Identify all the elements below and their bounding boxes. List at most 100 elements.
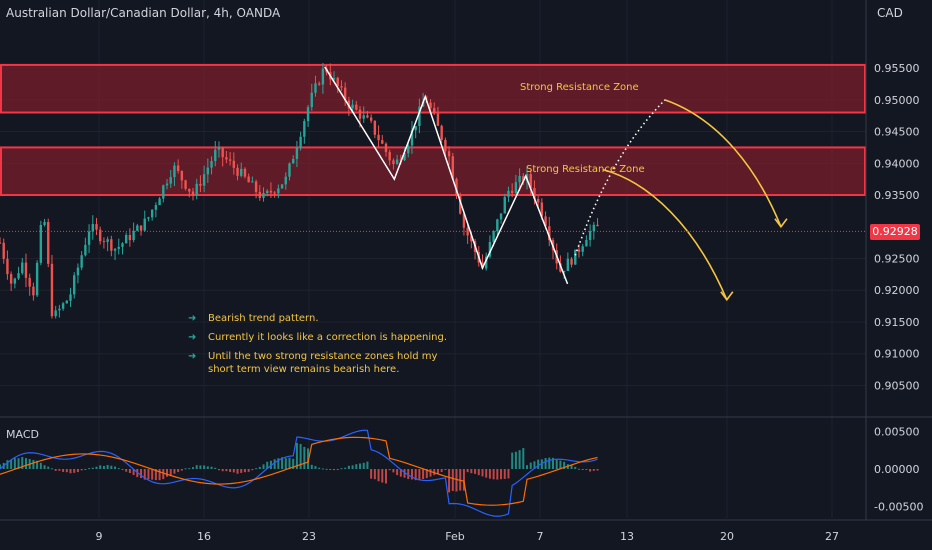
macd-histogram-bar bbox=[154, 469, 157, 481]
macd-histogram-bar bbox=[199, 465, 202, 469]
note-item: ➜ Until the two strong resistance zones … bbox=[188, 350, 458, 376]
macd-histogram-bar bbox=[69, 469, 72, 474]
candle-body bbox=[21, 262, 24, 274]
candle-body bbox=[214, 149, 217, 162]
macd-histogram-bar bbox=[336, 469, 339, 470]
macd-histogram-bar bbox=[511, 452, 514, 469]
candle-body bbox=[529, 174, 532, 188]
candle-body bbox=[240, 168, 243, 176]
time-tick-label: 27 bbox=[825, 530, 839, 543]
macd-histogram-bar bbox=[221, 469, 224, 472]
macd-histogram-bar bbox=[258, 466, 261, 469]
candle-body bbox=[165, 183, 169, 186]
macd-histogram-bar bbox=[95, 466, 98, 469]
candle-body bbox=[73, 275, 76, 295]
candle-body bbox=[32, 286, 35, 296]
macd-histogram-bar bbox=[340, 468, 343, 470]
macd-histogram-bar bbox=[232, 469, 235, 473]
candle-body bbox=[158, 198, 161, 206]
candle-body bbox=[87, 231, 91, 245]
candle-body bbox=[269, 190, 273, 193]
macd-histogram-bar bbox=[247, 469, 250, 472]
macd-histogram-bar bbox=[36, 460, 39, 469]
macd-histogram-bar bbox=[592, 469, 595, 471]
macd-histogram-bar bbox=[555, 459, 558, 469]
macd-histogram-bar bbox=[39, 462, 42, 469]
candle-body bbox=[132, 230, 135, 241]
candle-body bbox=[136, 225, 139, 231]
macd-histogram-bar bbox=[195, 465, 198, 469]
macd-histogram-bar bbox=[570, 464, 573, 469]
candle-body bbox=[507, 190, 510, 197]
candle-body bbox=[35, 262, 39, 296]
macd-histogram-bar bbox=[32, 459, 35, 469]
time-tick-label: 7 bbox=[537, 530, 544, 543]
candle-body bbox=[217, 147, 221, 150]
price-tick-label: 0.92500 bbox=[874, 252, 920, 265]
candle-body bbox=[95, 224, 98, 230]
macd-histogram-bar bbox=[47, 466, 50, 469]
macd-histogram-bar bbox=[54, 469, 57, 471]
macd-histogram-bar bbox=[355, 464, 358, 469]
macd-histogram-bar bbox=[351, 465, 354, 469]
arrow-right-icon: ➜ bbox=[188, 313, 197, 324]
macd-title: MACD bbox=[6, 428, 39, 441]
candle-body bbox=[143, 218, 146, 231]
candle-body bbox=[17, 273, 20, 279]
candle-body bbox=[314, 83, 317, 93]
macd-histogram-bar bbox=[99, 465, 102, 469]
macd-histogram-bar bbox=[314, 466, 317, 469]
macd-histogram-bar bbox=[84, 469, 87, 470]
macd-histogram-bar bbox=[418, 469, 421, 481]
candle-body bbox=[440, 125, 443, 140]
macd-histogram-bar bbox=[373, 469, 376, 480]
projection-path bbox=[602, 168, 728, 301]
macd-histogram-bar bbox=[596, 469, 599, 471]
candle-body bbox=[50, 263, 54, 317]
macd-histogram-bar bbox=[73, 469, 76, 473]
macd-histogram-bar bbox=[106, 465, 109, 469]
candle-body bbox=[351, 104, 354, 109]
macd-histogram-bar bbox=[333, 469, 336, 471]
macd-histogram-bar bbox=[158, 469, 161, 481]
candle-body bbox=[113, 248, 117, 251]
macd-histogram-bar bbox=[151, 469, 154, 480]
candle-body bbox=[574, 249, 577, 265]
macd-histogram-bar bbox=[533, 461, 536, 469]
candle-body bbox=[169, 177, 172, 184]
candle-body bbox=[369, 117, 373, 121]
candle-body bbox=[332, 77, 336, 80]
macd-histogram-bar bbox=[117, 468, 120, 470]
candle-body bbox=[6, 258, 9, 275]
macd-histogram-bar bbox=[552, 457, 555, 469]
candle-body bbox=[459, 195, 462, 214]
macd-histogram-bar bbox=[507, 469, 510, 479]
macd-histogram-bar bbox=[544, 458, 547, 469]
macd-histogram-bar bbox=[444, 469, 447, 470]
candle-body bbox=[110, 239, 113, 251]
macd-histogram-bar bbox=[236, 469, 239, 474]
macd-histogram-bar bbox=[526, 465, 529, 469]
candle-body bbox=[566, 258, 570, 271]
candle-body bbox=[121, 243, 124, 247]
macd-histogram-bar bbox=[488, 469, 491, 479]
time-tick-label: 13 bbox=[620, 530, 634, 543]
macd-histogram-bar bbox=[65, 469, 68, 473]
macd-histogram-bar bbox=[214, 467, 217, 469]
zone-label-upper: Strong Resistance Zone bbox=[520, 81, 639, 93]
candle-body bbox=[154, 205, 158, 210]
candle-body bbox=[69, 294, 72, 301]
macd-histogram-bar bbox=[180, 469, 183, 471]
candle-body bbox=[414, 126, 417, 131]
macd-histogram-bar bbox=[455, 469, 458, 492]
candle-body bbox=[266, 190, 269, 194]
candle-body bbox=[303, 121, 306, 137]
candle-body bbox=[254, 181, 258, 193]
macd-histogram-bar bbox=[91, 467, 94, 469]
macd-histogram-bar bbox=[474, 469, 477, 474]
macd-histogram-bar bbox=[422, 469, 425, 480]
price-tick-label: 0.90500 bbox=[874, 379, 920, 392]
candle-body bbox=[202, 174, 206, 186]
macd-histogram-bar bbox=[277, 458, 280, 469]
